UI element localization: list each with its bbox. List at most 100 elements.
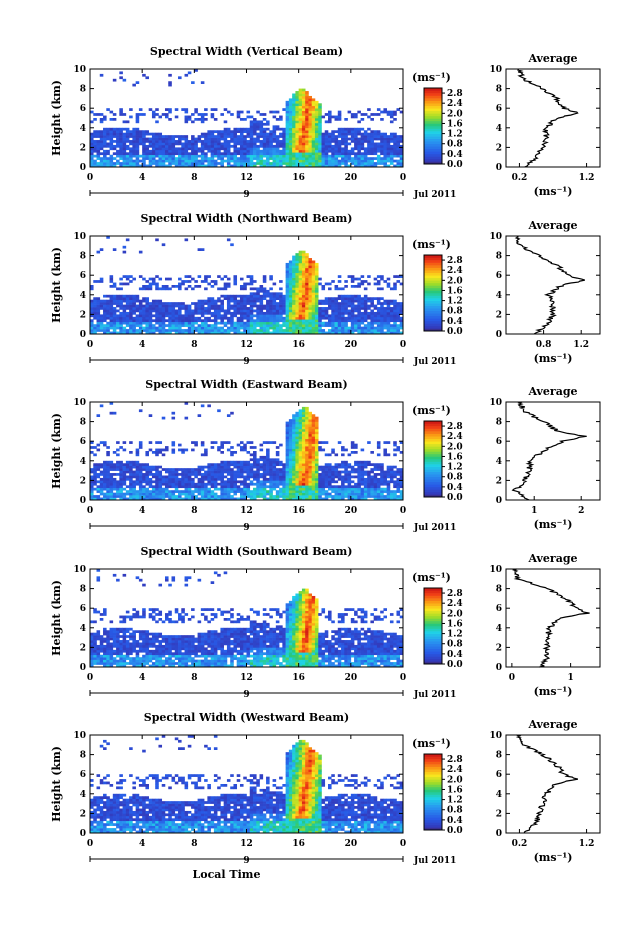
- x-tick-label: 4: [139, 673, 145, 683]
- colorbar-swatch: [424, 303, 442, 306]
- x-axis-label: Local Time: [193, 868, 261, 881]
- profile-x-tick-label: 2: [578, 506, 584, 516]
- y-tick-label: 2: [80, 310, 86, 320]
- profile-y-tick-label: 10: [489, 65, 502, 75]
- colorbar-tick-label: 2.8: [447, 755, 463, 765]
- colorbar-swatch: [424, 88, 442, 91]
- colorbar-swatch: [424, 459, 442, 462]
- profile-y-tick-label: 6: [496, 104, 502, 114]
- day-label: 9: [243, 357, 249, 367]
- colorbar-swatch: [424, 310, 442, 314]
- colorbar-swatch: [424, 479, 442, 483]
- profile-y-tick-label: 4: [496, 457, 502, 467]
- colorbar-label: (ms⁻¹): [412, 404, 451, 417]
- colorbar-swatch: [424, 98, 442, 101]
- colorbar-swatch: [424, 295, 442, 299]
- colorbar-swatch: [424, 453, 442, 457]
- colorbar-swatch: [424, 153, 442, 157]
- y-tick-label: 10: [73, 232, 86, 242]
- colorbar-swatch: [424, 136, 442, 139]
- colorbar-tick-label: 2.0: [447, 276, 463, 286]
- y-tick-label: 6: [80, 437, 86, 447]
- colorbar-swatch: [424, 641, 442, 645]
- profile-line: [514, 235, 585, 335]
- colorbar-swatch: [424, 608, 442, 612]
- colorbar-swatch: [424, 471, 442, 475]
- profile-title: Average: [527, 385, 577, 398]
- colorbar-swatch: [424, 118, 442, 122]
- colorbar-swatch: [424, 638, 442, 642]
- y-axis-label: Height (km): [50, 247, 63, 323]
- profile-x-label: (ms⁻¹): [534, 685, 573, 698]
- colorbar-swatch: [424, 262, 442, 266]
- y-tick-label: 4: [80, 124, 86, 134]
- colorbar-swatch: [424, 320, 442, 324]
- y-tick-label: 8: [80, 85, 86, 95]
- colorbar-swatch: [424, 822, 442, 826]
- colorbar-swatch: [424, 626, 442, 629]
- profile-y-tick-label: 4: [496, 624, 502, 634]
- colorbar-swatch: [424, 120, 442, 124]
- profile-y-tick-label: 4: [496, 790, 502, 800]
- profile-frame: [505, 235, 601, 335]
- colorbar-swatch: [424, 95, 442, 99]
- colorbar-swatch: [424, 146, 442, 150]
- colorbar-label: (ms⁻¹): [412, 238, 451, 251]
- colorbar-tick-label: 0.0: [447, 327, 463, 337]
- y-tick-label: 4: [80, 291, 86, 301]
- x-tick-label: 0: [400, 173, 406, 183]
- heatmap-field: [90, 69, 403, 167]
- colorbar-swatch: [424, 441, 442, 445]
- profile-x-label: (ms⁻¹): [534, 518, 573, 531]
- x-tick-label: 20: [345, 839, 358, 849]
- panel-4: Spectral Width (Southward Beam)0246810He…: [50, 545, 601, 700]
- profile-y-tick-label: 8: [496, 751, 502, 761]
- colorbar-swatch: [424, 285, 442, 289]
- profile-y-tick-label: 6: [496, 770, 502, 780]
- colorbar-swatch: [424, 270, 442, 274]
- colorbar-swatch: [424, 792, 442, 795]
- profile-title: Average: [527, 718, 577, 731]
- panel-5: Spectral Width (Westward Beam) 0 2 4 6 8 10 Hei…: [50, 711, 601, 866]
- colorbar-tick-label: 2.0: [447, 442, 463, 452]
- colorbar-swatch: [424, 433, 442, 437]
- profile-y-tick-label: 6: [496, 604, 502, 614]
- colorbar-swatch: [424, 431, 442, 434]
- profile-y-tick-label: 6: [496, 271, 502, 281]
- colorbar-label: (ms⁻¹): [412, 71, 451, 84]
- y-tick-label: 2: [80, 643, 86, 653]
- colorbar-swatch: [424, 827, 442, 831]
- y-tick-label: 8: [80, 585, 86, 595]
- colorbar-swatch: [424, 595, 442, 599]
- x-tick-label: 8: [191, 173, 197, 183]
- colorbar-label: (ms⁻¹): [412, 571, 451, 584]
- profile-frame: [505, 401, 601, 501]
- colorbar-tick-label: 2.8: [447, 256, 463, 266]
- colorbar-swatch: [424, 481, 442, 485]
- colorbar-swatch: [424, 438, 442, 442]
- profile-x-label: (ms⁻¹): [534, 185, 573, 198]
- x-tick-label: 0: [87, 506, 93, 516]
- profile-line: [517, 68, 579, 168]
- colorbar-swatch: [424, 456, 442, 460]
- x-tick-label: 12: [240, 839, 253, 849]
- profile-x-tick-label: 1.2: [579, 839, 595, 849]
- colorbar-swatch: [424, 293, 442, 296]
- colorbar-swatch: [424, 802, 442, 805]
- colorbar-tick-label: 2.0: [447, 775, 463, 785]
- colorbar-swatch: [424, 615, 442, 619]
- profile-y-tick-label: 4: [496, 291, 502, 301]
- colorbar-swatch: [424, 272, 442, 276]
- profile-y-tick-label: 2: [496, 809, 502, 819]
- colorbar-swatch: [424, 464, 442, 467]
- profile-y-tick-label: 8: [496, 418, 502, 428]
- profile-y-tick-label: 8: [496, 252, 502, 262]
- panel-title: Spectral Width (Southward Beam): [140, 545, 352, 558]
- colorbar-swatch: [424, 799, 442, 803]
- y-tick-label: 8: [80, 751, 86, 761]
- colorbar-swatch: [424, 804, 442, 808]
- colorbar-swatch: [424, 766, 442, 770]
- date-label: Jul 2011: [413, 190, 456, 200]
- colorbar-swatch: [424, 138, 442, 142]
- x-tick-label: 4: [139, 506, 145, 516]
